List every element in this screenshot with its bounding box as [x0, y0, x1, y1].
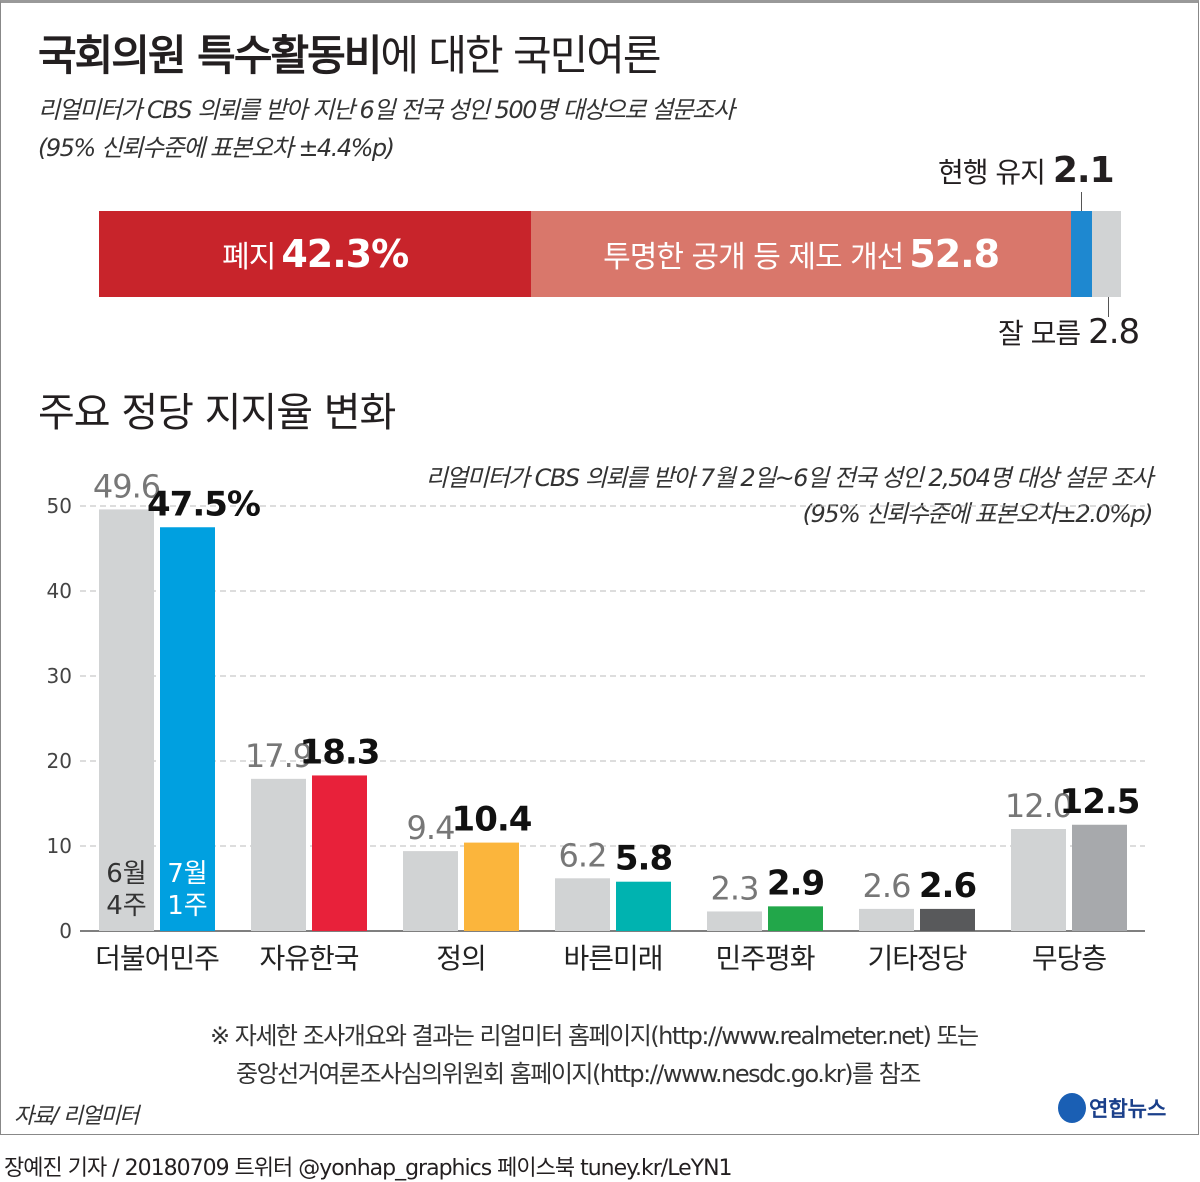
data-label: 2.9 — [767, 863, 824, 903]
footnote-line2: 중앙선거여론조사심의위원회 홈페이지(http://www.nesdc.go.k… — [236, 1060, 921, 1088]
y-tick-label: 0 — [59, 919, 72, 943]
footnote-line1: ※ 자세한 조사개요와 결과는 리얼미터 홈페이지(http://www.rea… — [210, 1022, 979, 1050]
legend-label: 7월 — [167, 859, 207, 889]
y-tick-label: 20 — [47, 749, 72, 773]
category-label: 자유한국 — [259, 942, 358, 975]
page-title: 국회의원 특수활동비에 대한 국민여론 — [38, 22, 662, 83]
bar — [312, 775, 367, 931]
source: 자료/ 리얼미터 — [14, 1104, 139, 1129]
opinion-segment: 폐지 42.3% — [99, 211, 532, 297]
survey1-line2: (95% 신뢰수준에 표본오차 ±4.4%p) — [38, 134, 395, 162]
category-label: 무당층 — [1032, 942, 1107, 975]
section-title: 주요 정당 지지율 변화 — [38, 390, 396, 436]
bar — [1072, 824, 1127, 931]
data-label: 12.0 — [1005, 787, 1072, 825]
opinion-segment — [1070, 211, 1093, 297]
bar — [616, 881, 671, 931]
title-bold: 국회의원 특수활동비 — [38, 31, 382, 80]
legend-label: 4주 — [106, 891, 146, 921]
legend-label: 6월 — [106, 859, 146, 889]
party-support-chart: 0 10 20 30 40 50 49.647.5% 더불어민주 17.918.3 자유한국 9.4… — [47, 467, 1145, 975]
leader-line — [1108, 297, 1109, 317]
bar — [768, 906, 823, 931]
data-label: 18.3 — [300, 732, 380, 772]
data-label: 9.4 — [407, 809, 455, 847]
data-label: 17.9 — [245, 737, 312, 775]
leader-line — [1081, 192, 1082, 211]
category-label: 정의 — [436, 942, 486, 975]
data-label: 6.2 — [559, 836, 607, 874]
category-label: 기타정당 — [867, 942, 966, 975]
bar — [160, 527, 215, 931]
callout-maintain: 현행 유지 2.1 — [938, 150, 1115, 191]
y-tick-label: 10 — [47, 834, 72, 858]
bar — [403, 851, 458, 931]
chart-subtitle2: (95% 신뢰수준에 표본오차±2.0%p) — [802, 500, 1154, 528]
chart-subtitle1: 리얼미터가 CBS 의뢰를 받아 7월 2일~6일 전국 성인 2,504명 대… — [425, 464, 1154, 492]
bar — [920, 908, 975, 931]
bar — [251, 778, 306, 931]
bar — [859, 908, 914, 931]
bar — [99, 509, 154, 931]
data-label: 2.6 — [863, 867, 911, 905]
logo-icon — [1058, 1093, 1086, 1123]
infographic-frame — [0, 0, 1199, 1135]
opinion-stacked-bar: 폐지 42.3% 투명한 공개 등 제도 개선 52.8 — [99, 211, 1121, 297]
data-label: 2.6 — [919, 866, 976, 906]
legend-label: 1주 — [167, 891, 207, 921]
data-label: 12.5 — [1060, 782, 1140, 822]
yonhap-logo: 연합뉴스 — [1058, 1093, 1166, 1123]
y-tick-label: 50 — [47, 494, 72, 518]
data-label: 10.4 — [452, 800, 532, 840]
callout-unknown: 잘 모름 2.8 — [998, 312, 1140, 352]
data-label: 5.8 — [615, 839, 672, 879]
credit: 장예진 기자 / 20180709 트위터 @yonhap_graphics 페… — [4, 1156, 733, 1181]
category-label: 바른미래 — [563, 942, 662, 975]
bar — [1011, 829, 1066, 931]
category-label: 민주평화 — [715, 942, 814, 975]
opinion-segment: 투명한 공개 등 제도 개선 52.8 — [531, 211, 1071, 297]
bar — [555, 878, 610, 931]
bar — [464, 842, 519, 931]
survey1-line1: 리얼미터가 CBS 의뢰를 받아 지난 6일 전국 성인 500명 대상으로 설… — [38, 96, 735, 124]
y-tick-label: 40 — [47, 579, 72, 603]
title-regular: 에 대한 국민여론 — [380, 31, 661, 80]
bar — [707, 911, 762, 931]
data-label: 49.6 — [93, 467, 160, 505]
data-label: 2.3 — [711, 869, 759, 907]
opinion-segment — [1092, 211, 1121, 297]
data-label: 47.5% — [147, 484, 260, 524]
category-label: 더불어민주 — [95, 942, 219, 975]
y-tick-label: 30 — [47, 664, 72, 688]
